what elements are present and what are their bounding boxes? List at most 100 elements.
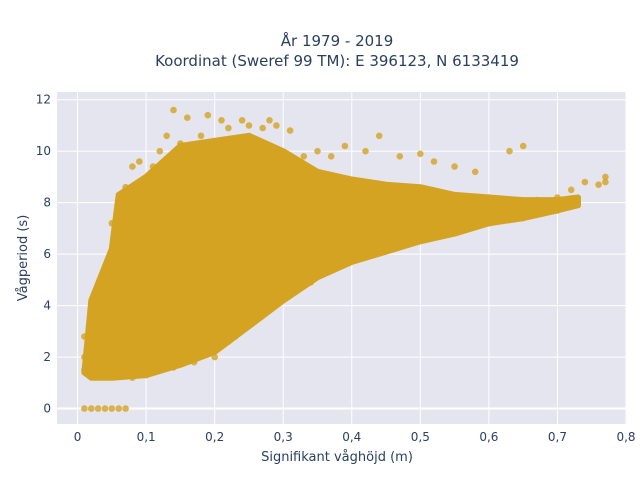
data-point <box>122 371 129 379</box>
data-point <box>238 117 246 124</box>
data-point <box>554 207 561 214</box>
data-point <box>136 194 143 201</box>
data-point <box>108 250 116 258</box>
data-point <box>94 351 102 358</box>
data-point <box>375 132 383 140</box>
data-point <box>231 333 239 340</box>
chart-title-line1: År 1979 - 2019 <box>281 31 394 50</box>
data-point <box>108 405 116 412</box>
data-point <box>334 261 342 268</box>
data-point <box>286 127 294 134</box>
x-tick-label: 0,8 <box>616 430 635 444</box>
data-point <box>88 299 95 307</box>
data-point <box>204 348 212 356</box>
data-point <box>506 147 513 155</box>
data-point <box>451 225 458 232</box>
data-point <box>245 122 253 129</box>
y-tick-label: 4 <box>43 299 51 313</box>
data-point <box>259 124 267 132</box>
data-point <box>245 317 253 325</box>
data-point <box>519 142 527 150</box>
data-point <box>218 117 225 124</box>
data-point <box>177 353 184 361</box>
data-point <box>115 199 122 206</box>
data-point <box>129 204 136 212</box>
data-point <box>602 173 609 181</box>
x-tick-label: 0,7 <box>548 430 567 444</box>
data-point <box>362 147 369 155</box>
data-point <box>451 163 458 170</box>
data-point <box>101 276 109 284</box>
data-point <box>225 124 232 132</box>
data-point <box>430 158 438 165</box>
data-point <box>88 338 95 345</box>
x-tick-label: 0,3 <box>274 430 293 444</box>
x-axis-label: Signifikant våghöjd (m) <box>261 450 413 465</box>
data-point <box>382 245 390 253</box>
data-point <box>163 132 170 140</box>
data-point <box>94 302 102 309</box>
data-point <box>554 194 561 201</box>
data-point <box>122 230 129 237</box>
data-point <box>307 279 315 286</box>
data-point <box>204 111 212 119</box>
data-point <box>533 196 541 204</box>
data-point <box>170 364 177 371</box>
data-point <box>88 364 95 371</box>
data-point <box>149 163 157 170</box>
data-point <box>190 358 198 366</box>
data-point <box>321 268 328 276</box>
data-point <box>300 153 308 160</box>
data-point <box>567 186 575 194</box>
data-point <box>122 183 129 191</box>
data-point <box>108 220 116 227</box>
data-point <box>252 315 260 322</box>
data-point <box>211 142 218 150</box>
y-tick-label: 6 <box>43 247 51 261</box>
x-tick-label: 0,2 <box>205 430 224 444</box>
data-point <box>129 374 136 382</box>
data-point <box>170 106 177 114</box>
y-tick-label: 0 <box>43 402 51 416</box>
data-point <box>94 405 102 412</box>
data-point <box>115 405 122 412</box>
data-point <box>115 263 122 271</box>
data-point <box>108 307 116 315</box>
x-tick-label: 0,6 <box>479 430 498 444</box>
data-point <box>314 147 321 155</box>
data-point <box>81 353 88 361</box>
data-point <box>122 405 129 412</box>
data-point <box>177 140 184 147</box>
data-point <box>197 132 205 140</box>
data-point <box>327 153 335 160</box>
data-point <box>156 366 164 374</box>
data-point <box>417 235 424 242</box>
data-point <box>184 114 191 121</box>
data-point <box>485 194 493 201</box>
data-point <box>81 333 88 340</box>
data-point <box>471 168 479 176</box>
data-point <box>81 366 88 374</box>
data-point <box>595 181 602 188</box>
y-axis-label: Vågperiod (s) <box>16 215 31 302</box>
data-point <box>136 158 143 165</box>
data-point <box>266 302 273 309</box>
x-tick-label: 0,4 <box>342 430 361 444</box>
chart-title-line2: Koordinat (Sweref 99 TM): E 396123, N 61… <box>155 52 519 70</box>
data-point <box>279 294 287 302</box>
data-point <box>417 150 424 158</box>
data-point <box>88 312 95 320</box>
data-point <box>348 255 356 263</box>
data-point <box>273 122 280 129</box>
data-point <box>225 338 232 345</box>
data-point <box>211 353 218 361</box>
data-point <box>142 178 150 186</box>
y-tick-label: 12 <box>36 93 51 107</box>
x-tick-label: 0 <box>74 430 82 444</box>
data-point <box>341 142 349 150</box>
y-tick-label: 2 <box>43 350 51 364</box>
y-tick-label: 10 <box>36 144 51 158</box>
x-tick-label: 0,5 <box>411 430 430 444</box>
data-point <box>94 322 102 330</box>
